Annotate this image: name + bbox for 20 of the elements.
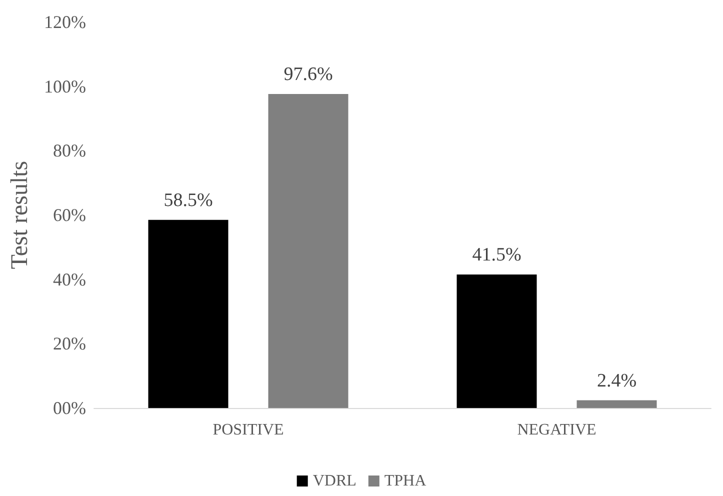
y-tick-label: 120%: [44, 12, 86, 32]
y-tick-label: 80%: [53, 140, 86, 161]
bar: [148, 220, 228, 408]
data-label: 2.4%: [596, 370, 637, 392]
legend-label: TPHA: [384, 472, 427, 490]
bar: [268, 94, 348, 408]
y-tick-label: 100%: [44, 76, 86, 96]
data-label: 97.6%: [284, 64, 333, 86]
legend-label: VDRL: [312, 472, 356, 490]
data-label: 41.5%: [472, 244, 522, 266]
bar: [456, 274, 537, 408]
y-tick-label: 20%: [53, 334, 86, 354]
data-label: 58.5%: [164, 190, 213, 211]
y-tick-label: 40%: [53, 269, 86, 290]
bar: [576, 400, 657, 408]
x-tick-label: NEGATIVE: [517, 422, 596, 438]
x-tick-label: POSITIVE: [212, 422, 284, 438]
y-axis-title: Test results: [7, 160, 33, 270]
y-tick-label: 00%: [53, 398, 86, 418]
y-tick-label: 60%: [53, 205, 86, 225]
